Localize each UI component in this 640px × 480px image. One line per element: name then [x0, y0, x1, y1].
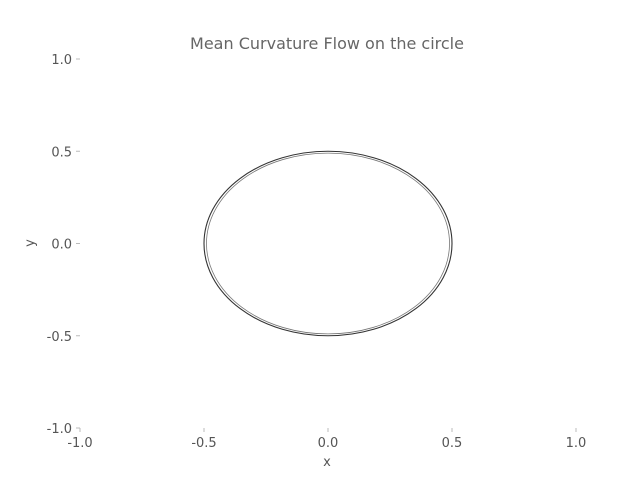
y-tick-label: 1.0 [51, 53, 72, 68]
x-tick-label: 0.0 [318, 436, 339, 451]
plot-area [203, 150, 453, 337]
x-tick-label: 0.5 [442, 436, 463, 451]
x-tick-label: -1.0 [67, 436, 92, 451]
x-axis-label: x [323, 455, 331, 470]
y-tick-label: 0.5 [51, 145, 72, 160]
y-tick-label: 0.0 [51, 238, 72, 253]
y-axis-label: y [23, 239, 38, 247]
y-tick-label: -0.5 [47, 330, 72, 345]
chart-title: Mean Curvature Flow on the circle [190, 34, 464, 53]
x-axis: -1.0 -0.5 0.0 0.5 1.0 [67, 428, 586, 451]
circle-curve-1 [206, 152, 450, 335]
x-tick-label: -0.5 [191, 436, 216, 451]
y-axis: -1.0 -0.5 0.0 0.5 1.0 [47, 53, 80, 437]
y-tick-label: -1.0 [47, 422, 72, 437]
x-tick-label: 1.0 [566, 436, 587, 451]
circle-curve-0 [203, 150, 453, 337]
